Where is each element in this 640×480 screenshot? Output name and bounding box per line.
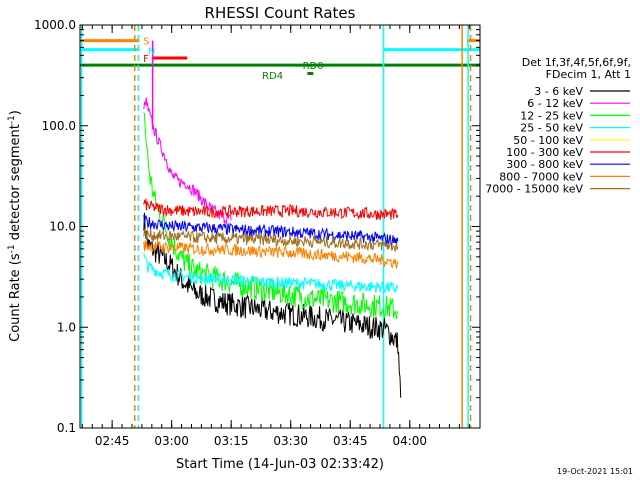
legend-label: 100 - 300 keV	[506, 146, 583, 159]
flag-label-f: F	[143, 54, 149, 65]
legend: Det 1f,3f,4f,5f,6f,9f, FDecim 1, Att 1 3…	[485, 56, 631, 196]
series-line-25-50keV	[143, 253, 399, 294]
legend-label: 25 - 50 keV	[520, 122, 583, 135]
flag-label-rd4: RD4	[262, 71, 283, 82]
flag-bars	[80, 39, 480, 76]
x-axis: 02:45 03:00 03:15 03:30 03:45 04:00	[81, 25, 470, 448]
flag-labels: SNF RD0 RD4	[143, 37, 324, 82]
legend-label: 7000 - 15000 keV	[485, 183, 583, 196]
series-line-100-300keV	[143, 198, 399, 221]
data-series	[143, 97, 402, 398]
y-tick-label: 100.0	[42, 119, 76, 133]
legend-label: 800 - 7000 keV	[499, 170, 583, 183]
flag-label-s: S	[143, 37, 149, 48]
series-line-800-7000keV	[143, 240, 399, 269]
legend-header-line-2: FDecim 1, Att 1	[546, 68, 631, 81]
y-tick-label: 1.0	[57, 320, 76, 334]
footer-timestamp: 19-Oct-2021 15:01	[557, 467, 633, 476]
y-tick-label: 1000.0	[34, 18, 76, 32]
series-line-3-6keV	[143, 212, 402, 398]
series-line-12-25keV	[143, 112, 399, 320]
x-tick-label: 03:00	[154, 434, 189, 448]
legend-label: 6 - 12 keV	[527, 97, 583, 110]
y-axis-label-mid: detector segment	[8, 124, 23, 244]
x-tick-label: 03:45	[333, 434, 368, 448]
series-line-7000-15000keV	[143, 228, 399, 252]
x-tick-label: 04:00	[392, 434, 427, 448]
legend-label: 12 - 25 keV	[520, 109, 583, 122]
legend-label: 50 - 100 keV	[513, 134, 583, 147]
chart-title: RHESSI Count Rates	[205, 4, 356, 22]
series-line-300-800keV	[143, 214, 399, 248]
flag-label-n: N	[148, 46, 155, 57]
y-axis-label-main: Count Rate (s	[8, 253, 23, 342]
x-axis-label: Start Time (14-Jun-03 02:33:42)	[176, 457, 384, 472]
flag-label-rd0: RD0	[303, 61, 324, 72]
legend-label: 3 - 6 keV	[534, 85, 583, 98]
y-axis-label-sup2: -1	[7, 115, 17, 124]
y-axis-label-end: )	[8, 110, 23, 115]
y-axis: 0.1 1.0 10.0 100.0 1000.0	[34, 18, 480, 435]
x-tick-label: 03:30	[273, 434, 308, 448]
y-tick-label: 0.1	[57, 421, 76, 435]
legend-label: 300 - 800 keV	[506, 158, 583, 171]
y-axis-label-sup1: -1	[7, 244, 17, 253]
legend-header-line-1: Det 1f,3f,4f,5f,6f,9f,	[522, 56, 631, 69]
x-tick-label: 03:15	[214, 434, 249, 448]
y-tick-label: 10.0	[49, 220, 76, 234]
x-tick-label: 02:45	[95, 434, 130, 448]
y-axis-label: Count Rate (s-1 detector segment-1)	[7, 110, 23, 342]
